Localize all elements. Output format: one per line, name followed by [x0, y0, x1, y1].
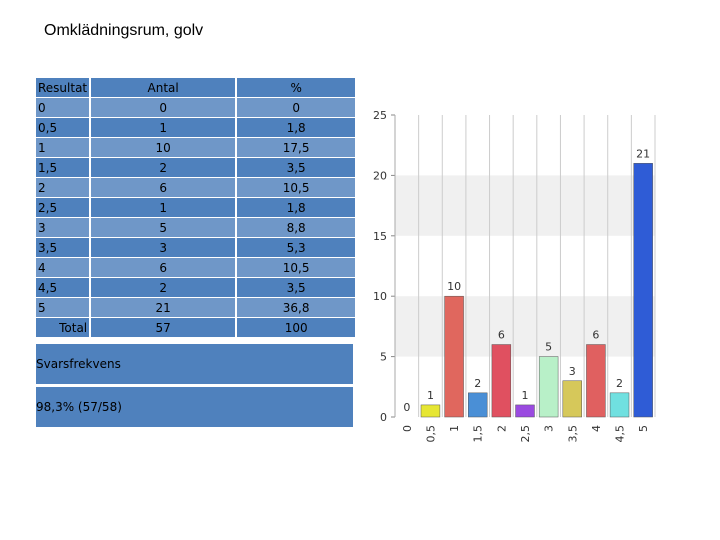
bar: [609, 392, 630, 418]
cell-percent: 5,3: [235, 237, 356, 258]
y-tick-label: 20: [373, 169, 387, 182]
cell-resultat: 4: [36, 257, 91, 278]
table-row: 2,5 1 1,8: [36, 197, 356, 218]
cell-antal: 6: [89, 257, 237, 278]
cell-percent: 36,8: [235, 297, 356, 318]
total-label: Total: [36, 317, 91, 338]
cell-percent: 3,5: [235, 277, 356, 298]
x-tick-label: 0,5: [424, 425, 437, 443]
table-row: 3,5 3 5,3: [36, 237, 356, 258]
cell-resultat: 0,5: [36, 117, 91, 138]
bar: [633, 163, 653, 418]
cell-antal: 5: [89, 217, 237, 238]
data-label: 10: [447, 280, 461, 293]
table-row: 5 21 36,8: [36, 297, 356, 318]
bar-chart: 05101520250010,510121,56212,55333,56424,…: [373, 109, 656, 443]
data-label: 21: [636, 147, 650, 160]
cell-resultat: 3,5: [36, 237, 91, 258]
cell-antal: 21: [89, 297, 237, 318]
cell-antal: 2: [89, 157, 237, 178]
cell-percent: 1,8: [235, 117, 356, 138]
table-row: 3 5 8,8: [36, 217, 356, 238]
cell-resultat: 3: [36, 217, 91, 238]
data-label: 1: [522, 389, 529, 402]
cell-percent: 0: [235, 97, 356, 118]
x-tick-label: 5: [637, 425, 650, 432]
x-tick-label: 3: [543, 425, 556, 432]
cell-percent: 10,5: [235, 177, 356, 198]
x-tick-label: 1: [448, 425, 461, 432]
table-total-row: Total 57 100: [36, 317, 356, 338]
cell-percent: 1,8: [235, 197, 356, 218]
x-tick-label: 2: [495, 425, 508, 432]
bar: [515, 404, 535, 418]
cell-antal: 1: [89, 197, 237, 218]
page-title: Omklädningsrum, golv: [44, 22, 204, 39]
data-label: 6: [498, 329, 505, 342]
data-label: 1: [427, 389, 434, 402]
table-header-row: Resultat Antal %: [36, 78, 356, 98]
cell-percent: 17,5: [235, 137, 356, 158]
y-tick-label: 15: [373, 230, 387, 243]
x-tick-label: 4,5: [614, 425, 627, 443]
grid-band: [395, 296, 655, 357]
total-antal: 57: [89, 317, 237, 338]
cell-percent: 10,5: [235, 257, 356, 278]
y-tick-label: 10: [373, 290, 387, 303]
x-tick-label: 3,5: [566, 425, 579, 443]
data-label: 2: [474, 377, 481, 390]
table-row: 1,5 2 3,5: [36, 157, 356, 178]
cell-resultat: 1,5: [36, 157, 91, 178]
x-tick-label: 0: [401, 425, 414, 432]
cell-resultat: 2: [36, 177, 91, 198]
header-percent: %: [235, 78, 356, 98]
bar: [468, 392, 488, 418]
grid-band: [395, 175, 655, 236]
data-label: 2: [616, 377, 623, 390]
cell-antal: 6: [89, 177, 237, 198]
cell-antal: 3: [89, 237, 237, 258]
data-label: 6: [592, 329, 599, 342]
cell-antal: 0: [89, 97, 237, 118]
bar: [562, 380, 582, 418]
table-row: 1 10 17,5: [36, 137, 356, 158]
table-row: 4,5 2 3,5: [36, 277, 356, 298]
cell-percent: 3,5: [235, 157, 356, 178]
bar: [444, 295, 464, 418]
x-tick-label: 4: [590, 425, 603, 432]
total-percent: 100: [235, 317, 356, 338]
cell-antal: 1: [89, 117, 237, 138]
x-tick-label: 2,5: [519, 425, 532, 443]
header-resultat: Resultat: [36, 78, 91, 98]
response-rate-value: 98,3% (57/58): [36, 387, 353, 427]
bar: [538, 356, 559, 418]
data-label: 5: [545, 341, 552, 354]
y-tick-label: 0: [380, 411, 387, 424]
y-tick-label: 5: [380, 351, 387, 364]
header-antal: Antal: [89, 78, 237, 98]
table-row: 0,5 1 1,8: [36, 117, 356, 138]
table-row: 4 6 10,5: [36, 257, 356, 278]
cell-antal: 10: [89, 137, 237, 158]
cell-resultat: 4,5: [36, 277, 91, 298]
data-label: 3: [569, 365, 576, 378]
bar: [491, 344, 512, 418]
cell-percent: 8,8: [235, 217, 356, 238]
cell-antal: 2: [89, 277, 237, 298]
data-label: 0: [403, 401, 410, 414]
cell-resultat: 0: [36, 97, 91, 118]
cell-resultat: 5: [36, 297, 91, 318]
bar: [420, 404, 441, 418]
cell-resultat: 1: [36, 137, 91, 158]
x-tick-label: 1,5: [472, 425, 485, 443]
table-row: 2 6 10,5: [36, 177, 356, 198]
cell-resultat: 2,5: [36, 197, 91, 218]
bar: [586, 344, 606, 418]
y-tick-label: 25: [373, 109, 387, 122]
response-rate-label: Svarsfrekvens: [36, 344, 353, 384]
